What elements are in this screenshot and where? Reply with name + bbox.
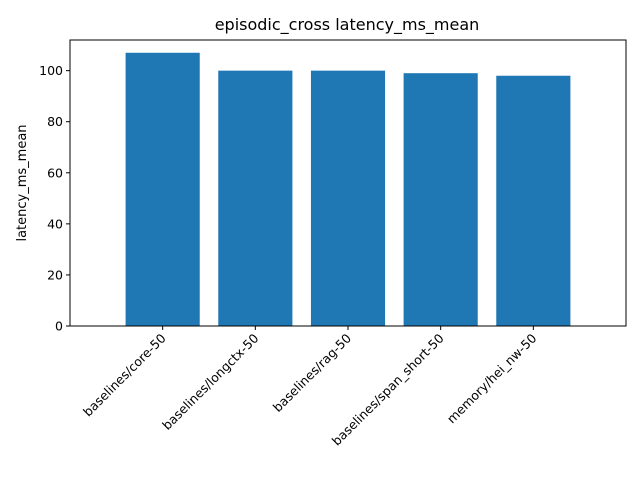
- plot-frame: [69, 39, 627, 327]
- bar-3: [403, 73, 478, 326]
- bar-0: [125, 52, 200, 327]
- bar-2: [310, 70, 386, 327]
- x-tick-label-2: baselines/rag-50: [270, 330, 354, 414]
- y-axis-label: latency_ms_mean: [15, 124, 30, 241]
- y-tick-label-2: 40: [47, 216, 63, 231]
- y-tick-label-4: 80: [47, 114, 63, 129]
- x-tick-label-4: memory/hei_nw-50: [444, 330, 540, 426]
- y-axis-ticks: 0 20 40 60 80 100: [39, 63, 70, 334]
- y-tick-label-5: 100: [39, 63, 63, 78]
- chart-title: episodic_cross latency_ms_mean: [215, 15, 480, 35]
- bar-4: [496, 75, 571, 326]
- y-tick-label-3: 60: [47, 165, 63, 180]
- y-tick-label-0: 0: [55, 319, 63, 334]
- bars-group: [125, 52, 571, 327]
- x-tick-label-0: baselines/core-50: [80, 330, 169, 419]
- x-tick-label-1: baselines/longctx-50: [159, 330, 261, 432]
- y-tick-label-1: 20: [47, 267, 63, 282]
- bar-1: [218, 70, 293, 327]
